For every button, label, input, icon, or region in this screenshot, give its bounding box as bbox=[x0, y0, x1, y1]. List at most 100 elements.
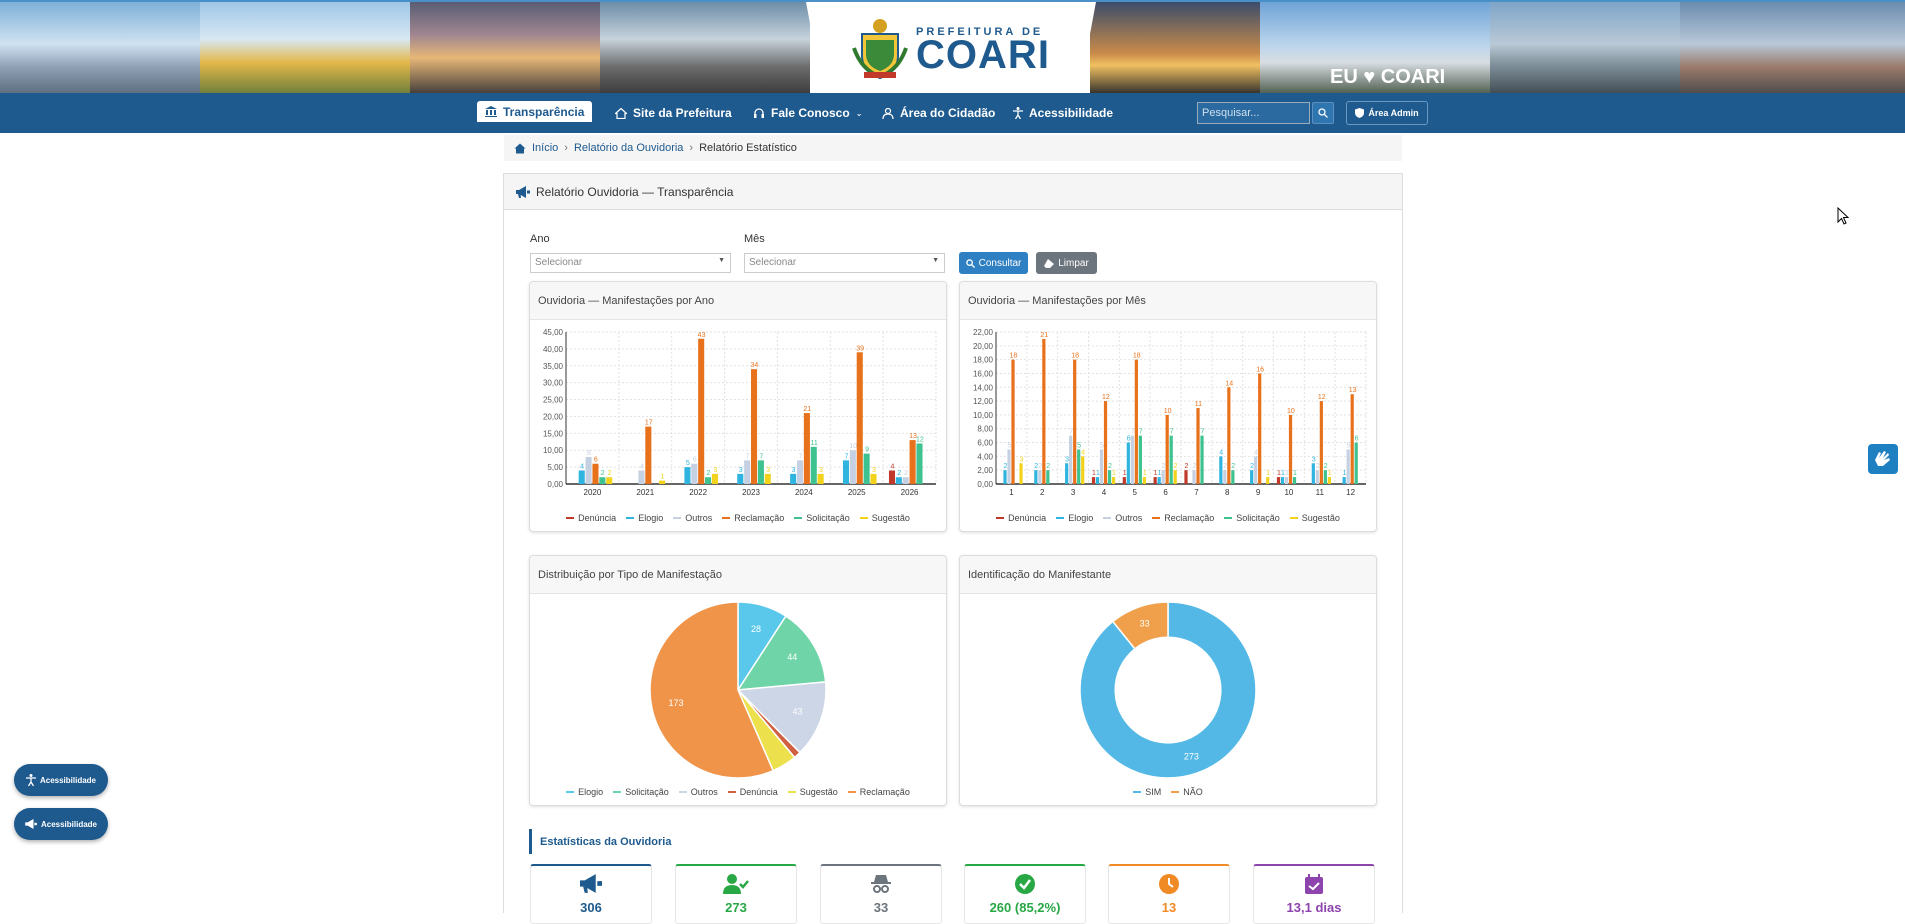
bar-sugestao-2022[interactable] bbox=[711, 473, 718, 484]
legend-item-solicitacao[interactable]: Solicitação bbox=[613, 787, 669, 797]
legend-item-sugestao[interactable]: Sugestão bbox=[787, 787, 838, 797]
bar-solicitacao-11[interactable] bbox=[1323, 470, 1327, 484]
sign-language-button[interactable] bbox=[1868, 444, 1898, 474]
search-input[interactable] bbox=[1197, 102, 1310, 124]
legend-item-denuncia[interactable]: Denúncia bbox=[996, 513, 1046, 523]
bar-reclamacao-6[interactable] bbox=[1165, 414, 1169, 484]
bar-sugestao-2021[interactable] bbox=[659, 480, 666, 484]
bar-denuncia-4[interactable] bbox=[1091, 477, 1096, 484]
bar-elogio-2022[interactable] bbox=[684, 467, 691, 484]
breadcrumb-home[interactable]: Início bbox=[532, 142, 559, 154]
bar-reclamacao-2026[interactable] bbox=[909, 440, 916, 484]
bar-reclamacao-7[interactable] bbox=[1196, 408, 1200, 484]
bar-reclamacao-2021[interactable] bbox=[645, 426, 652, 484]
bar-sugestao-6[interactable] bbox=[1173, 470, 1177, 484]
bar-solicitacao-3[interactable] bbox=[1077, 449, 1081, 484]
legend-item-denuncia[interactable]: Denúncia bbox=[727, 787, 778, 797]
coari-logo[interactable]: PREFEITURA DE COARI bbox=[806, 2, 1096, 93]
bar-solicitacao-2023[interactable] bbox=[757, 460, 764, 484]
accessibility-audio-button[interactable]: Acessibilidade bbox=[14, 808, 108, 840]
legend-item-elogio[interactable]: Elogio bbox=[566, 787, 603, 797]
nav-acessibilidade[interactable]: Acessibilidade bbox=[1005, 101, 1121, 125]
bar-outros-6[interactable] bbox=[1161, 470, 1165, 484]
bar-reclamacao-2025[interactable] bbox=[856, 352, 863, 484]
bar-sugestao-2023[interactable] bbox=[764, 473, 771, 484]
bar-solicitacao-2022[interactable] bbox=[705, 477, 712, 484]
legend-item-outros[interactable]: Outros bbox=[1103, 513, 1142, 523]
bar-elogio-9[interactable] bbox=[1250, 470, 1254, 484]
legend-item-outros[interactable]: Outros bbox=[673, 513, 712, 523]
bar-outros-10[interactable] bbox=[1284, 477, 1289, 484]
legend-item-outros[interactable]: Outros bbox=[678, 787, 718, 797]
bar-outros-2020[interactable] bbox=[585, 456, 592, 484]
legend-item-elogio[interactable]: Elogio bbox=[626, 513, 663, 523]
year-select[interactable]: Selecionar ▼ bbox=[530, 253, 731, 273]
bar-elogio-11[interactable] bbox=[1311, 463, 1315, 484]
bar-elogio-5[interactable] bbox=[1126, 442, 1130, 484]
bar-solicitacao-8[interactable] bbox=[1231, 470, 1235, 484]
bar-elogio-10[interactable] bbox=[1280, 477, 1285, 484]
bar-outros-2021[interactable] bbox=[638, 470, 645, 484]
bar-reclamacao-9[interactable] bbox=[1258, 373, 1262, 484]
bar-outros-4[interactable] bbox=[1099, 449, 1104, 484]
bar-reclamacao-3[interactable] bbox=[1073, 359, 1077, 484]
bar-elogio-4[interactable] bbox=[1095, 477, 1100, 484]
bar-sugestao-2024[interactable] bbox=[817, 473, 824, 484]
bar-solicitacao-4[interactable] bbox=[1107, 470, 1112, 484]
bar-outros-9[interactable] bbox=[1254, 456, 1258, 484]
bar-elogio-1[interactable] bbox=[1003, 470, 1007, 484]
breadcrumb-relatorio-ouvidoria[interactable]: Relatório da Ouvidoria bbox=[573, 142, 684, 154]
bar-solicitacao-6[interactable] bbox=[1169, 435, 1173, 484]
legend-item-sugestao[interactable]: Sugestão bbox=[859, 513, 910, 523]
bar-outros-11[interactable] bbox=[1315, 470, 1319, 484]
nav-fale-conosco[interactable]: Fale Conosco ⌄ bbox=[745, 101, 870, 125]
bar-solicitacao-10[interactable] bbox=[1292, 477, 1297, 484]
legend-item-nao[interactable]: NÃO bbox=[1171, 787, 1203, 797]
bar-reclamacao-1[interactable] bbox=[1011, 359, 1015, 484]
bar-reclamacao-2023[interactable] bbox=[751, 369, 758, 484]
bar-sugestao-1[interactable] bbox=[1019, 463, 1023, 484]
admin-area-button[interactable]: Área Admin bbox=[1346, 101, 1428, 125]
bar-outros-2026[interactable] bbox=[902, 477, 909, 484]
bar-reclamacao-8[interactable] bbox=[1227, 387, 1231, 484]
bar-denuncia-2026[interactable] bbox=[888, 470, 896, 484]
bar-solicitacao-2024[interactable] bbox=[810, 446, 817, 484]
bar-elogio-2024[interactable] bbox=[790, 473, 797, 484]
legend-item-solicitacao[interactable]: Solicitação bbox=[794, 513, 850, 523]
legend-item-reclamacao[interactable]: Reclamação bbox=[1152, 513, 1214, 523]
search-button[interactable] bbox=[1312, 102, 1334, 124]
bar-solicitacao-5[interactable] bbox=[1138, 435, 1142, 484]
bar-reclamacao-10[interactable] bbox=[1288, 414, 1293, 484]
bar-sugestao-11[interactable] bbox=[1327, 477, 1331, 484]
bar-elogio-3[interactable] bbox=[1065, 463, 1069, 484]
bar-solicitacao-12[interactable] bbox=[1354, 442, 1358, 484]
bar-outros-2022[interactable] bbox=[691, 463, 698, 484]
legend-item-elogio[interactable]: Elogio bbox=[1056, 513, 1093, 523]
nav-area-cidadao[interactable]: Área do Cidadão bbox=[874, 101, 1003, 125]
bar-solicitacao-2025[interactable] bbox=[863, 453, 870, 484]
bar-denuncia-5[interactable] bbox=[1122, 477, 1126, 484]
bar-outros-2025[interactable] bbox=[849, 450, 856, 484]
legend-item-denuncia[interactable]: Denúncia bbox=[566, 513, 616, 523]
bar-sugestao-5[interactable] bbox=[1142, 477, 1146, 484]
bar-elogio-2[interactable] bbox=[1034, 470, 1038, 484]
nav-site-prefeitura[interactable]: Site da Prefeitura bbox=[607, 101, 740, 125]
bar-sugestao-4[interactable] bbox=[1111, 477, 1116, 484]
bar-sugestao-9[interactable] bbox=[1266, 477, 1270, 484]
bar-outros-3[interactable] bbox=[1069, 435, 1073, 484]
bar-elogio-2020[interactable] bbox=[578, 470, 585, 484]
clear-button[interactable]: Limpar bbox=[1036, 252, 1097, 274]
slice-nao[interactable] bbox=[1111, 601, 1169, 650]
bar-outros-7[interactable] bbox=[1192, 470, 1196, 484]
bar-reclamacao-2024[interactable] bbox=[803, 413, 810, 484]
slice-solicitacao[interactable] bbox=[736, 615, 827, 691]
bar-outros-8[interactable] bbox=[1223, 470, 1227, 484]
bar-solicitacao-7[interactable] bbox=[1200, 435, 1204, 484]
bar-reclamacao-4[interactable] bbox=[1103, 401, 1108, 484]
month-select[interactable]: Selecionar ▼ bbox=[744, 253, 945, 273]
accessibility-button[interactable]: Acessibilidade bbox=[14, 764, 108, 796]
bar-elogio-2026[interactable] bbox=[895, 477, 902, 484]
bar-solicitacao-2[interactable] bbox=[1046, 470, 1050, 484]
legend-item-reclamacao[interactable]: Reclamação bbox=[847, 787, 910, 797]
nav-transparencia[interactable]: Transparência bbox=[477, 101, 593, 125]
